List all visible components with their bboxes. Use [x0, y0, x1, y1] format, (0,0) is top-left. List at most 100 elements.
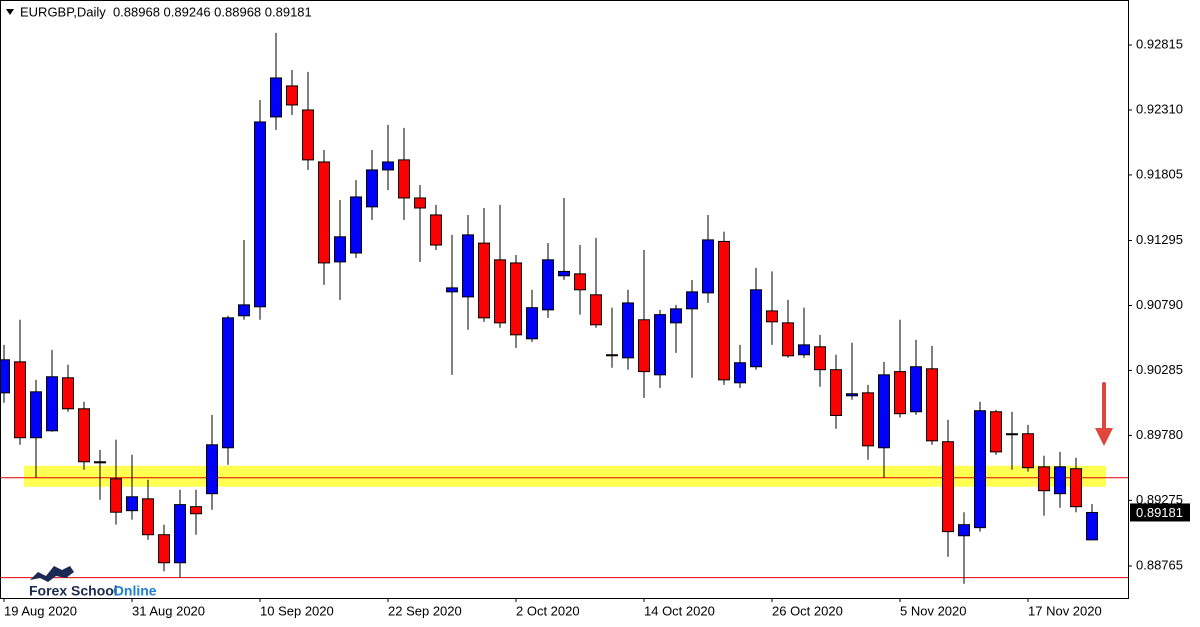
- x-tick-label: 5 Nov 2020: [900, 603, 967, 618]
- candle-body: [446, 287, 458, 293]
- candle-body: [382, 161, 394, 171]
- logo-text-second: Online: [113, 583, 157, 599]
- candle-body: [1070, 468, 1082, 508]
- candle-body: [126, 496, 138, 512]
- candle-body: [430, 214, 442, 246]
- candle-body: [222, 317, 234, 449]
- candle-body: [1022, 433, 1034, 469]
- x-tick-label: 31 Aug 2020: [132, 603, 205, 618]
- x-tick-label: 2 Oct 2020: [516, 603, 580, 618]
- x-tick-label: 17 Nov 2020: [1028, 603, 1102, 618]
- candle-body: [398, 159, 410, 199]
- candle-layer: [0, 32, 1098, 584]
- candle-body: [734, 362, 746, 384]
- candle-body: [350, 196, 362, 254]
- y-tick-label: 0.90790: [1136, 297, 1183, 312]
- candle-body: [510, 262, 522, 336]
- candle-body: [1086, 511, 1098, 541]
- candle-body: [654, 314, 666, 376]
- y-tick-label: 0.90285: [1136, 362, 1183, 377]
- y-tick-label: 0.92310: [1136, 101, 1183, 116]
- candle-body: [558, 270, 570, 277]
- candle-body: [174, 504, 186, 564]
- candle-body: [1054, 466, 1066, 495]
- candle-body: [750, 289, 762, 368]
- candle-body: [206, 444, 218, 495]
- candle-body: [718, 240, 730, 381]
- y-tick-label: 0.89275: [1136, 492, 1183, 507]
- candle-body: [62, 377, 74, 410]
- candle-body: [878, 374, 890, 449]
- candle-body: [862, 392, 874, 447]
- candle-body: [318, 161, 330, 264]
- candle-body: [366, 169, 378, 208]
- candle-body: [894, 371, 906, 415]
- candle-body: [254, 121, 266, 308]
- candle-body: [494, 259, 506, 324]
- zone: [24, 465, 1106, 487]
- logo-text-first: Forex School: [29, 583, 118, 599]
- zone-layer: [24, 465, 1106, 487]
- candle-body: [606, 354, 618, 357]
- candle-body: [46, 376, 58, 432]
- candle-body: [414, 197, 426, 209]
- candle-body: [526, 307, 538, 340]
- arrow-head: [1095, 428, 1113, 446]
- candle-body: [270, 77, 282, 118]
- candle-body: [302, 109, 314, 161]
- y-tick-label: 0.92815: [1136, 36, 1183, 51]
- candle-body: [686, 291, 698, 310]
- candle-body: [30, 391, 42, 439]
- candle-body: [158, 534, 170, 564]
- candle-body: [990, 411, 1002, 453]
- price-label-box: [1130, 503, 1190, 522]
- y-tick-label: 0.91295: [1136, 232, 1183, 247]
- x-tick-label: 19 Aug 2020: [4, 603, 77, 618]
- logo-icon: [30, 566, 74, 582]
- candle-body: [782, 322, 794, 357]
- candle-body: [926, 368, 938, 442]
- plot-frame: [0, 0, 1129, 599]
- candle-body: [958, 524, 970, 537]
- candle-body: [702, 239, 714, 294]
- candle-body: [974, 410, 986, 529]
- x-tick-label: 10 Sep 2020: [260, 603, 334, 618]
- candle-body: [910, 366, 922, 413]
- y-tick-label: 0.91805: [1136, 166, 1183, 181]
- candle-body: [190, 506, 202, 515]
- x-tick-label: 14 Oct 2020: [644, 603, 715, 618]
- candle-body: [574, 273, 586, 291]
- candle-body: [846, 393, 858, 397]
- y-tick-label: 0.89780: [1136, 427, 1183, 442]
- candle-body: [1006, 433, 1018, 436]
- candle-body: [590, 294, 602, 326]
- candle-body: [0, 359, 10, 394]
- title-marker: [6, 9, 14, 15]
- candle-body: [94, 461, 106, 464]
- candle-body: [638, 319, 650, 373]
- price-label: 0.89181: [1136, 505, 1183, 520]
- candle-body: [942, 441, 954, 533]
- arrow: [1095, 382, 1113, 446]
- x-tick-label: 22 Sep 2020: [388, 603, 462, 618]
- candle-body: [670, 308, 682, 324]
- candle-body: [830, 369, 842, 416]
- candle-body: [142, 498, 154, 536]
- candle-body: [1038, 466, 1050, 492]
- candle-body: [14, 361, 26, 439]
- y-tick-label: 0.88765: [1136, 557, 1183, 572]
- candle-body: [814, 346, 826, 371]
- candle-body: [766, 310, 778, 323]
- candle-body: [110, 478, 122, 513]
- line-layer: [0, 477, 1128, 579]
- candle-body: [478, 242, 490, 319]
- logo: Forex School Online: [29, 566, 157, 599]
- candle-body: [542, 259, 554, 311]
- candle-body: [798, 344, 810, 356]
- candle-body: [622, 302, 634, 359]
- candle-body: [78, 408, 90, 463]
- x-tick-label: 26 Oct 2020: [772, 603, 843, 618]
- candle-body: [334, 236, 346, 263]
- candle-body: [286, 85, 298, 106]
